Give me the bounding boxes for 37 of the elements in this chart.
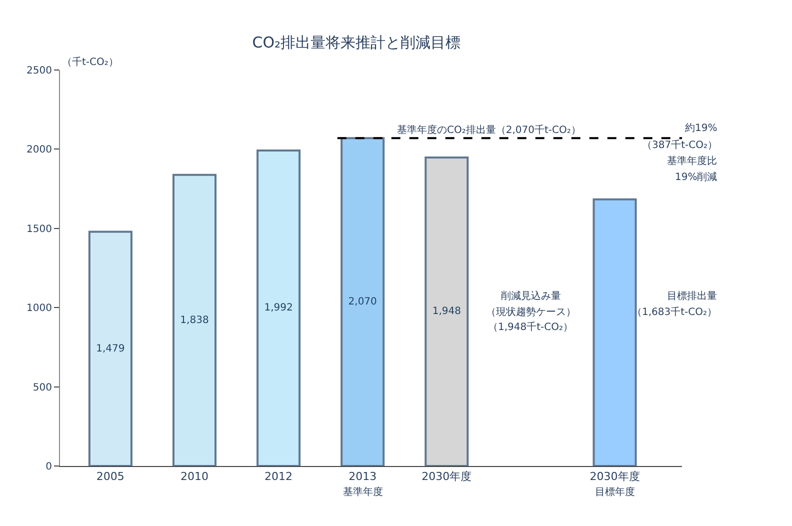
bar xyxy=(172,174,216,466)
annotation: （1,683千t-CO₂） xyxy=(632,306,718,318)
y-axis-title: （千t-CO₂） xyxy=(62,56,118,68)
x-tick-label: 2013 xyxy=(348,470,377,484)
annotation: 基準年度比 xyxy=(667,155,717,167)
text: 基準年度 xyxy=(343,486,383,498)
bar xyxy=(88,230,132,466)
y-tick-label: 2000 xyxy=(26,144,52,156)
x-tick-label: 2030年度 xyxy=(422,470,472,484)
data-label: 1,838 xyxy=(180,314,209,326)
x-tick-label: 2010 xyxy=(180,470,208,484)
annotation: （387千t-CO₂） xyxy=(642,139,718,151)
annotation: 目標排出量 xyxy=(667,290,717,302)
annotation: （1,948千t-CO₂） xyxy=(488,321,574,333)
annotation: 削減見込み量 xyxy=(501,290,561,302)
text: 約19% xyxy=(685,123,718,134)
y-tick-label: 0 xyxy=(46,462,52,472)
ref-line-label: 基準年度のCO₂排出量（2,070千t-CO₂） xyxy=(397,124,581,136)
data-label: 1,479 xyxy=(96,343,125,354)
annotation: （現状趨勢ケース） xyxy=(486,306,576,318)
annotation: 19%削減 xyxy=(675,171,718,183)
chart-title: CO₂排出量将来推計と削減目標 xyxy=(252,33,461,52)
data-label: 1,992 xyxy=(264,302,293,314)
x-tick-label: 2005 xyxy=(96,470,124,484)
y-tick-label: 1000 xyxy=(26,303,52,314)
x-tick-label: 2030年度 xyxy=(590,470,640,484)
data-label: 2,070 xyxy=(348,296,377,308)
y-tick-label: 2500 xyxy=(26,66,52,76)
text: 目標年度 xyxy=(595,486,635,498)
y-tick-label: 1500 xyxy=(26,224,52,235)
y-tick-label: 500 xyxy=(32,382,52,394)
bar xyxy=(256,149,301,466)
bar xyxy=(592,198,637,466)
x-tick-label: 2012 xyxy=(264,470,293,484)
data-label: 1,948 xyxy=(432,306,461,318)
bar xyxy=(424,156,469,466)
bar xyxy=(340,137,385,466)
